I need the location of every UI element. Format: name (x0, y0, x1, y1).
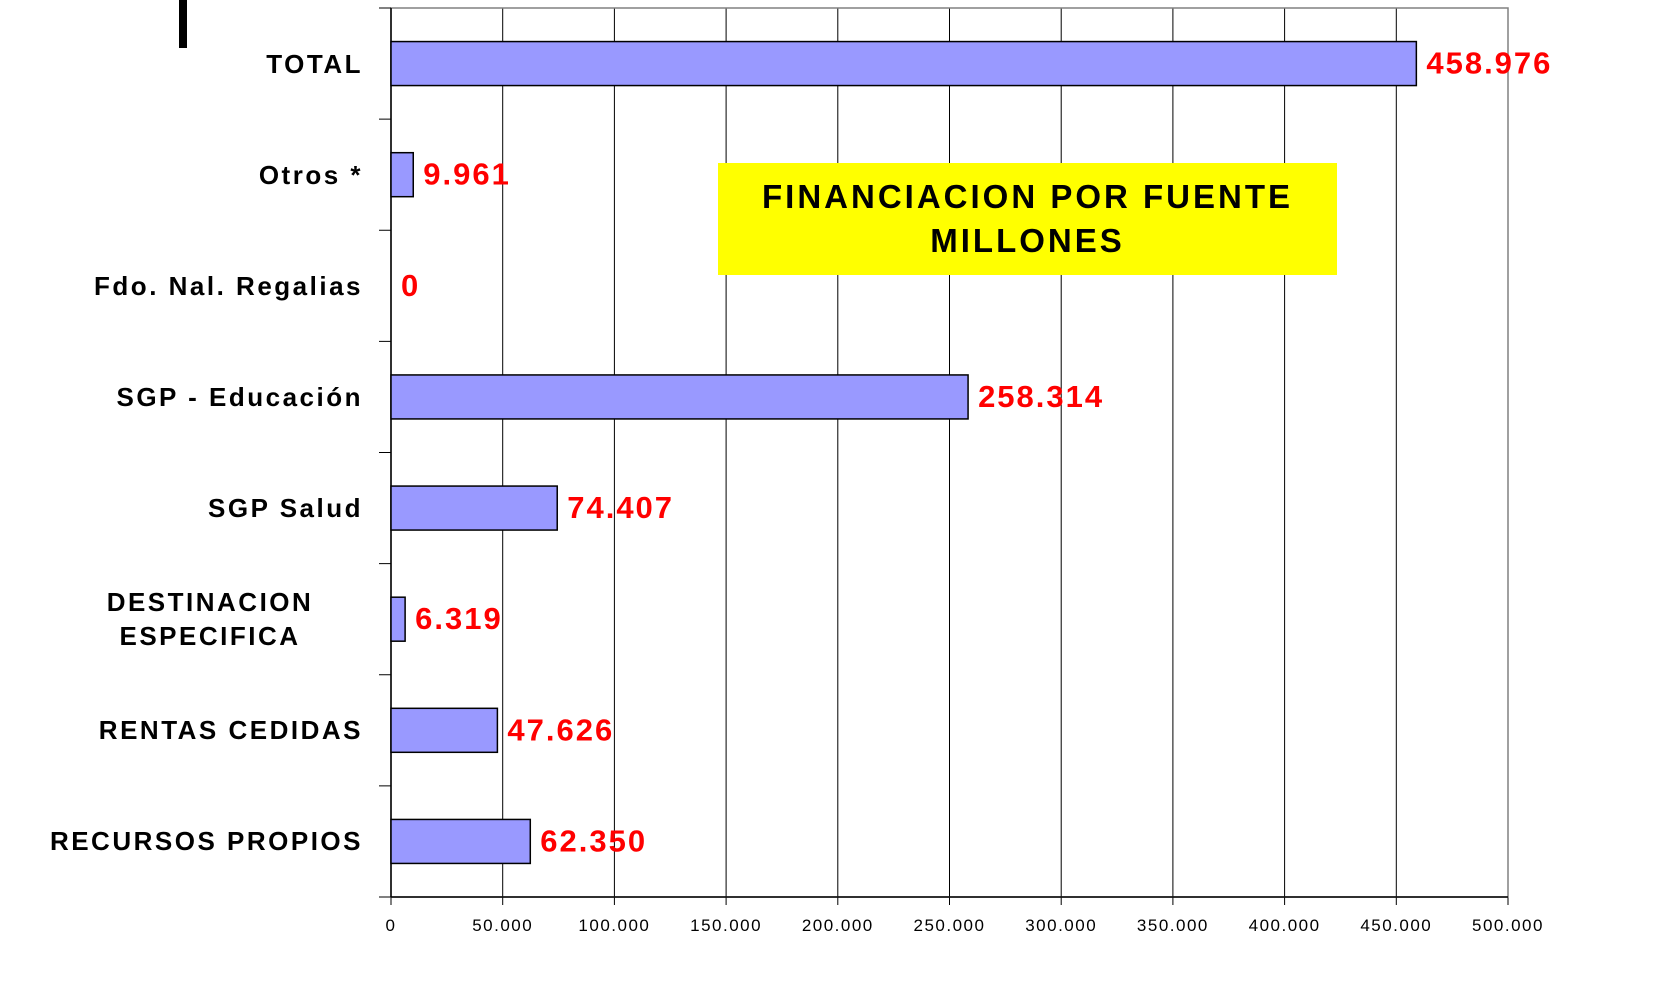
value-label: 0 (401, 268, 420, 303)
x-tick-label: 400.000 (1249, 916, 1321, 935)
value-label: 458.976 (1426, 46, 1552, 81)
y-tick-label: Otros * (258, 159, 363, 190)
x-tick-label: 150.000 (690, 916, 762, 935)
x-tick-label: 450.000 (1360, 916, 1432, 935)
value-label: 47.626 (507, 712, 614, 747)
y-tick-label: Fdo. Nal. Regalias (94, 270, 363, 301)
chart-subtitle: MILLONES (930, 222, 1125, 259)
y-tick-label: DESTINACION ESPECIFICA (106, 587, 314, 652)
chart-title: FINANCIACION POR FUENTE (762, 178, 1293, 215)
bar (390, 818, 532, 865)
x-tick-label: 500.000 (1472, 916, 1544, 935)
title-box: FINANCIACION POR FUENTE MILLONES (718, 163, 1337, 275)
y-tick-label: SGP - Educación (116, 381, 363, 412)
value-label: 6.319 (415, 601, 503, 636)
x-tick-label: 200.000 (802, 916, 874, 935)
y-tick-label: TOTAL (266, 48, 363, 79)
y-tick-label: RENTAS CEDIDAS (98, 715, 363, 746)
x-tick-label: 50.000 (472, 916, 533, 935)
value-label: 258.314 (978, 379, 1104, 414)
bar (390, 596, 406, 642)
value-label: 9.961 (423, 157, 511, 192)
y-tick-label: RECURSOS PROPIOS (49, 826, 363, 857)
x-tick-label: 0 (386, 916, 397, 935)
value-label: 62.350 (540, 823, 647, 858)
bar (390, 40, 1418, 87)
x-tick-label: 100.000 (578, 916, 650, 935)
bar (390, 485, 558, 531)
x-tick-label: 350.000 (1137, 916, 1209, 935)
bar (390, 707, 499, 754)
y-tick-label: SGP Salud (208, 493, 363, 524)
bar (390, 151, 415, 198)
value-label: 74.407 (567, 490, 674, 525)
bar (390, 374, 969, 420)
corner-bar (179, 0, 187, 48)
x-tick-label: 300.000 (1025, 916, 1097, 935)
x-tick-label: 250.000 (914, 916, 986, 935)
